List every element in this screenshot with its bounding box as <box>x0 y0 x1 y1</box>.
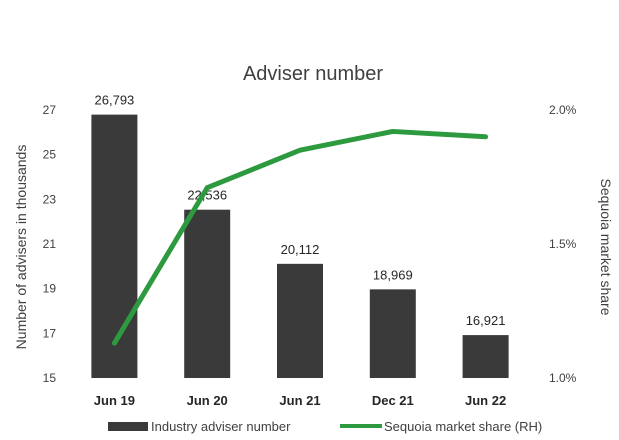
left-tick-label: 21 <box>43 237 57 251</box>
category-label: Jun 22 <box>465 393 506 408</box>
left-tick-label: 27 <box>43 103 57 117</box>
line-series <box>111 128 489 346</box>
category-label: Jun 19 <box>94 393 135 408</box>
left-tick-label: 17 <box>43 326 57 340</box>
bar-series <box>91 114 509 379</box>
bar-data-label: 16,921 <box>466 313 506 328</box>
legend: Industry adviser number Sequoia market s… <box>108 419 542 434</box>
bar <box>462 335 509 378</box>
right-axis-title: Sequoia market share <box>598 179 614 316</box>
category-label: Jun 21 <box>279 393 320 408</box>
bar <box>91 114 138 379</box>
right-axis-ticks: 1.0% 1.5% 2.0% <box>549 103 577 385</box>
bar-data-labels: 26,793 22,536 20,112 18,969 16,921 <box>95 93 506 328</box>
legend-swatch-bar <box>108 422 148 431</box>
category-label: Jun 20 <box>187 393 228 408</box>
bar-data-label: 18,969 <box>373 267 413 282</box>
bar <box>184 209 231 378</box>
left-tick-label: 25 <box>43 148 57 162</box>
bar-data-label: 22,536 <box>187 188 227 203</box>
left-tick-label: 23 <box>43 192 57 206</box>
category-labels: Jun 19 Jun 20 Jun 21 Dec 21 Jun 22 <box>94 393 506 408</box>
left-axis-title: Number of advisers in thousands <box>13 145 29 350</box>
left-tick-label: 19 <box>43 282 57 296</box>
bar-data-label: 26,793 <box>95 93 135 108</box>
bar <box>369 289 416 378</box>
right-tick-label: 2.0% <box>549 103 577 117</box>
chart-title: Adviser number <box>243 63 383 85</box>
right-tick-label: 1.0% <box>549 371 577 385</box>
legend-label-line: Sequoia market share (RH) <box>384 419 542 434</box>
right-tick-label: 1.5% <box>549 237 577 251</box>
legend-label-bar: Industry adviser number <box>151 419 291 434</box>
left-axis-ticks: 15 17 19 21 23 25 27 <box>43 103 57 385</box>
category-label: Dec 21 <box>372 393 414 408</box>
bar <box>277 263 323 378</box>
left-tick-label: 15 <box>43 371 57 385</box>
bar-data-label: 20,112 <box>281 242 320 257</box>
